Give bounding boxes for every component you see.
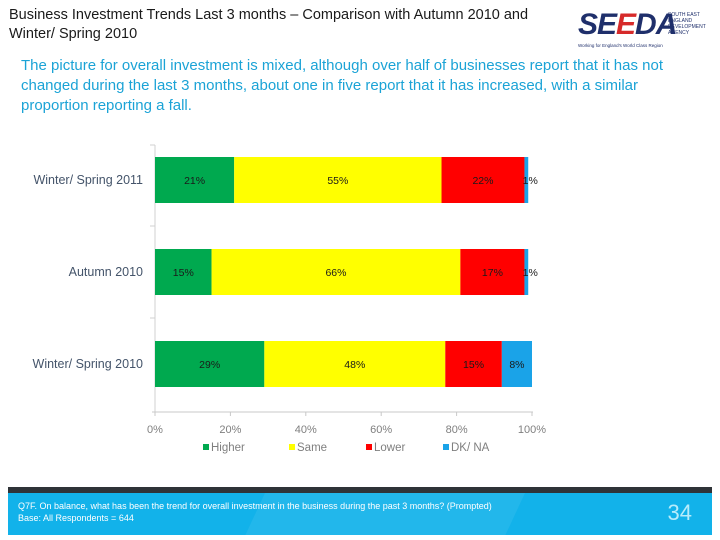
bar-segment-higher	[155, 341, 265, 387]
logo-wordmark-right: DA	[635, 8, 677, 41]
bar-segment-same	[264, 341, 446, 387]
data-label: 15%	[463, 359, 484, 371]
data-label: 48%	[344, 359, 365, 371]
category-label: Autumn 2010	[69, 265, 143, 279]
x-tick-label: 40%	[295, 424, 317, 436]
legend-swatch-dk-na	[443, 444, 449, 450]
x-tick-label: 0%	[147, 424, 163, 436]
union-flag-icon: E	[616, 8, 636, 41]
seeda-logo: SEEDA South East England Development Age…	[578, 10, 718, 50]
legend-label: DK/ NA	[451, 442, 490, 454]
data-label: 55%	[327, 175, 348, 187]
bar-segment-higher	[155, 249, 212, 295]
data-label: 29%	[199, 359, 220, 371]
data-label: 66%	[325, 267, 346, 279]
bar-segment-lower	[445, 341, 502, 387]
summary-text: The picture for overall investment is mi…	[21, 57, 663, 114]
bar-segment-same	[211, 249, 461, 295]
legend-swatch-lower	[366, 444, 372, 450]
footer-divider	[8, 487, 712, 493]
legend-swatch-higher	[203, 444, 209, 450]
bar-segment-higher	[155, 157, 235, 203]
bar-segment-dk-na	[501, 341, 532, 387]
data-label: 15%	[173, 267, 194, 279]
x-tick-label: 20%	[219, 424, 241, 436]
x-tick-label: 60%	[370, 424, 392, 436]
bar-segment-same	[234, 157, 442, 203]
data-label: 22%	[472, 175, 493, 187]
legend-swatch-same	[289, 444, 295, 450]
bar-segment-lower	[460, 249, 525, 295]
legend-label: Lower	[374, 442, 405, 454]
bar-segment-dk-na	[524, 157, 529, 203]
footer-bar: Q7F. On balance, what has been the trend…	[8, 493, 712, 535]
page-number: 34	[667, 500, 692, 525]
logo-agency-name: South East England Development Agency	[668, 12, 706, 36]
logo-wordmark: SEEDA	[578, 8, 677, 41]
question-note: Q7F. On balance, what has been the trend…	[18, 501, 492, 511]
data-label: 21%	[184, 175, 205, 187]
category-label: Winter/ Spring 2010	[33, 357, 144, 371]
data-label: 8%	[509, 359, 524, 371]
legend-label: Higher	[211, 442, 245, 454]
x-tick-label: 80%	[446, 424, 468, 436]
data-label: 17%	[482, 267, 503, 279]
category-label: Winter/ Spring 2011	[33, 173, 143, 187]
bar-segment-dk-na	[524, 249, 529, 295]
slide-title: Business Investment Trends Last 3 months…	[9, 7, 529, 42]
legend-label: Same	[297, 442, 327, 454]
data-label: 1%	[523, 175, 538, 187]
x-tick-label: 100%	[518, 424, 546, 436]
bar-segment-lower	[441, 157, 525, 203]
logo-tagline: Working for England's World Class Region	[578, 43, 663, 48]
data-label: 1%	[523, 267, 538, 279]
base-note: Base: All Respondents = 644	[18, 513, 134, 523]
logo-wordmark-left: SE	[578, 8, 617, 41]
